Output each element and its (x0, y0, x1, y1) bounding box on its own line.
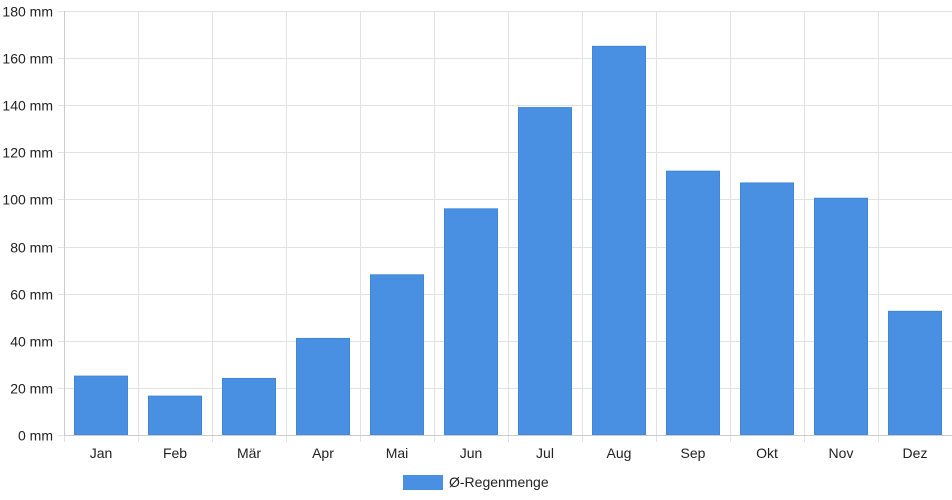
legend-swatch[interactable] (403, 475, 443, 490)
x-tick-label: Mär (237, 445, 261, 461)
legend-label[interactable]: Ø-Regenmenge (449, 474, 549, 490)
bar-jun[interactable] (444, 208, 498, 436)
legend[interactable]: Ø-Regenmenge (403, 474, 549, 490)
x-tick-label: Mai (386, 445, 409, 461)
bar-sep[interactable] (666, 170, 720, 436)
bar-apr[interactable] (296, 337, 350, 436)
x-tick-label: Jun (460, 445, 483, 461)
y-tick-label: 60 mm (10, 287, 53, 303)
x-tick-label: Apr (312, 445, 334, 461)
x-tick-label: Aug (607, 445, 632, 461)
bar-nov[interactable] (814, 197, 868, 436)
y-axis-ticks: 0 mm 20 mm 40 mm 60 mm 80 mm 100 mm 120 mm 140 … (2, 4, 53, 444)
bar-jan[interactable] (74, 375, 128, 436)
y-tick-label: 20 mm (10, 381, 53, 397)
x-tick-label: Jan (90, 445, 113, 461)
x-tick-label: Jul (536, 445, 554, 461)
y-tick-label: 80 mm (10, 240, 53, 256)
y-tick-label: 100 mm (2, 192, 53, 208)
x-tick-label: Okt (756, 445, 778, 461)
y-tick-label: 140 mm (2, 98, 53, 114)
x-tick-label: Sep (681, 445, 706, 461)
bar-mai[interactable] (370, 274, 424, 436)
y-tick-label: 40 mm (10, 334, 53, 350)
bar-okt[interactable] (740, 182, 794, 436)
x-tick-label: Dez (903, 445, 928, 461)
y-tick-label: 180 mm (2, 4, 53, 20)
axes (64, 11, 952, 436)
bar-dez[interactable] (888, 310, 942, 436)
bar-jul[interactable] (518, 107, 572, 436)
y-tick-label: 120 mm (2, 145, 53, 161)
x-tick-label: Nov (829, 445, 854, 461)
x-axis-ticks: Jan Feb Mär Apr Mai Jun Jul Aug Sep Okt Nov Dez (90, 445, 928, 461)
y-tick-label: 0 mm (18, 428, 53, 444)
bar-aug[interactable] (592, 45, 646, 436)
bar-feb[interactable] (148, 395, 202, 436)
bar-mär[interactable] (222, 377, 276, 436)
x-tick-label: Feb (163, 445, 187, 461)
y-tick-label: 160 mm (2, 51, 53, 67)
bars (74, 45, 942, 436)
